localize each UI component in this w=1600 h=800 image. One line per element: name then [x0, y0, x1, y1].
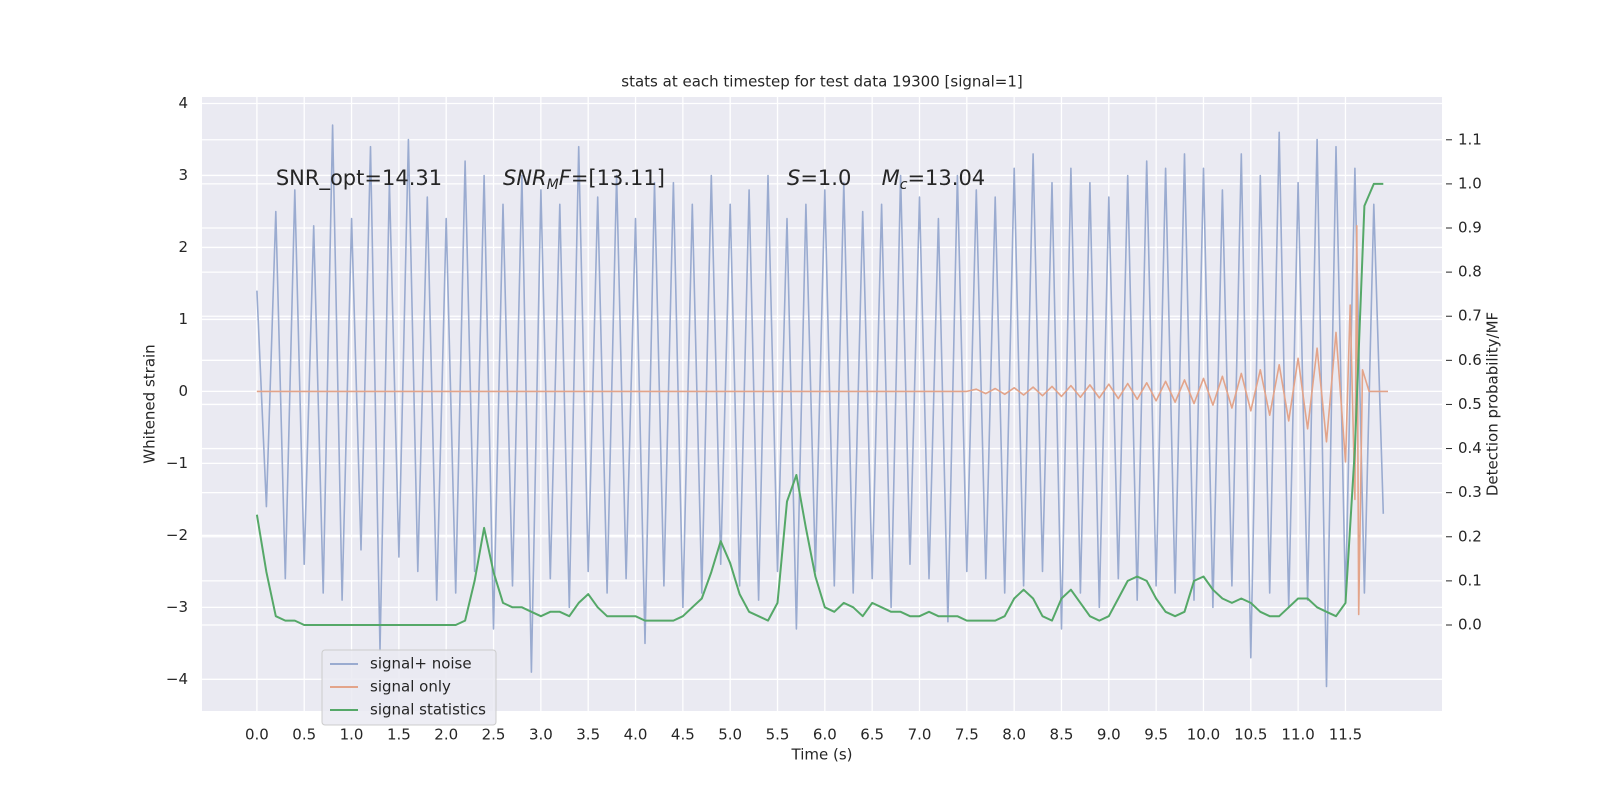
y2-tick-label: 0.7: [1458, 307, 1482, 325]
annotation-part: SNR_opt=14.31: [276, 166, 442, 191]
annotation-part: =[13.11]: [571, 166, 665, 190]
annotation-part: =13.04: [907, 166, 985, 190]
y2-tick-label: 0.9: [1458, 219, 1482, 237]
x-tick-label: 0.5: [292, 726, 316, 744]
x-tick-label: 6.5: [860, 726, 884, 744]
x-tick-label: 11.5: [1329, 726, 1362, 744]
y-tick-label: −3: [166, 598, 188, 616]
y-tick-label: −4: [166, 670, 188, 688]
y-tick-label: 3: [178, 166, 188, 184]
x-tick-label: 4.5: [671, 726, 695, 744]
x-tick-label: 1.5: [387, 726, 411, 744]
annotation: SNRMF=[13.11]: [503, 166, 665, 193]
y2-tick-label: 0.6: [1458, 351, 1482, 369]
annotation-part: S: [787, 166, 800, 190]
annotation-part: M: [882, 166, 900, 190]
x-tick-label: 10.0: [1187, 726, 1220, 744]
y-tick-label: 2: [178, 238, 188, 256]
y-tick-label: 0: [178, 382, 188, 400]
x-tick-label: 7.0: [908, 726, 932, 744]
y2-tick-label: 0.8: [1458, 263, 1482, 281]
y2-tick-label: 1.0: [1458, 174, 1482, 192]
x-tick-label: 3.5: [576, 726, 600, 744]
annotation: S=1.0: [787, 166, 851, 190]
chart-title: stats at each timestep for test data 193…: [621, 73, 1022, 91]
x-tick-label: 9.0: [1097, 726, 1121, 744]
x-tick-label: 11.0: [1281, 726, 1314, 744]
legend-label: signal statistics: [370, 701, 486, 719]
x-tick-label: 2.5: [482, 726, 506, 744]
annotation: SNR_opt=14.31: [276, 166, 442, 191]
y2-tick-label: 0.3: [1458, 483, 1482, 501]
series-line: [256, 124, 1385, 688]
x-tick-label: 5.0: [718, 726, 742, 744]
x-tick-label: 8.0: [1002, 726, 1026, 744]
y2-tick-label: 0.1: [1458, 571, 1482, 589]
annotation-part: M: [547, 177, 559, 193]
y2-tick-label: 0.4: [1458, 439, 1482, 457]
series-line: [256, 225, 1388, 616]
annotation-part: SNR: [503, 166, 547, 190]
grid: [202, 97, 1452, 711]
x-tick-label: 1.0: [340, 726, 364, 744]
y2-tick-label: 0.5: [1458, 395, 1482, 413]
x-tick-label: 10.5: [1234, 726, 1267, 744]
legend-label: signal only: [370, 678, 451, 696]
legend-label: signal+ noise: [370, 655, 472, 673]
x-tick-label: 4.0: [624, 726, 648, 744]
annotation: Mc=13.04: [882, 166, 986, 193]
y-axis-label: Whitened strain: [141, 344, 159, 463]
x-tick-label: 5.5: [766, 726, 790, 744]
series-line: [255, 182, 1384, 626]
x-tick-label: 7.5: [955, 726, 979, 744]
annotation-part: F: [559, 166, 572, 190]
annotation-part: =1.0: [800, 166, 851, 190]
x-axis-label: Time (s): [791, 746, 853, 764]
x-tick-label: 6.0: [813, 726, 837, 744]
y2-tick-label: 0.2: [1458, 527, 1482, 545]
x-tick-label: 9.5: [1144, 726, 1168, 744]
annotation-part: c: [900, 177, 908, 193]
y-tick-label: 4: [178, 94, 188, 112]
y2-tick-label: 0.0: [1458, 615, 1482, 633]
x-tick-label: 2.0: [434, 726, 458, 744]
overlay: SNR_opt=14.31 SNRMF=[13.11] S=1.0 Mc=13.04s…: [276, 166, 986, 726]
x-tick-label: 8.5: [1050, 726, 1074, 744]
y-tick-label: −2: [166, 526, 188, 544]
y2-axis-label: Detection probability/MF: [1484, 312, 1502, 496]
legend-box: [321, 649, 497, 726]
x-tick-label: 3.0: [529, 726, 553, 744]
y-tick-label: −1: [166, 454, 188, 472]
y2-tick-label: 1.1: [1458, 130, 1482, 148]
marks: [255, 124, 1388, 688]
y-tick-label: 1: [178, 310, 188, 328]
x-tick-label: 0.0: [245, 726, 269, 744]
